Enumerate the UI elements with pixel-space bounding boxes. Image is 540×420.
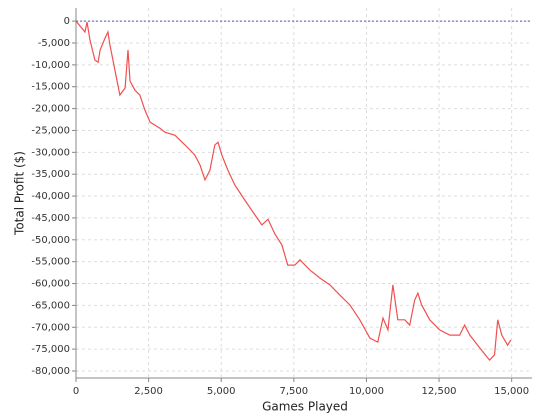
x-tick-label: 5,000 <box>207 386 236 397</box>
x-axis-title: Games Played <box>262 400 348 414</box>
x-tick-label: 10,000 <box>349 386 384 397</box>
y-tick-label: -80,000 <box>31 366 70 377</box>
y-tick-label: -10,000 <box>31 60 70 71</box>
y-tick-label: -45,000 <box>31 213 70 224</box>
y-axis-title: Total Profit ($) <box>13 151 27 236</box>
x-tick-label: 2,500 <box>134 386 163 397</box>
y-tick-label: -65,000 <box>31 300 70 311</box>
y-tick-label: -20,000 <box>31 104 70 115</box>
plot-area <box>76 8 532 378</box>
x-tick-label: 7,500 <box>280 386 309 397</box>
y-tick-label: -55,000 <box>31 257 70 268</box>
y-tick-label: -35,000 <box>31 169 70 180</box>
x-tick-label: 12,500 <box>422 386 457 397</box>
y-tick-label: -5,000 <box>38 38 70 49</box>
y-tick-label: -70,000 <box>31 322 70 333</box>
y-tick-label: 0 <box>64 16 70 27</box>
profit-line <box>75 20 512 361</box>
y-tick-label: -15,000 <box>31 82 70 93</box>
y-tick-label: -25,000 <box>31 125 70 136</box>
y-tick-label: -75,000 <box>31 344 70 355</box>
y-tick-label: -60,000 <box>31 279 70 290</box>
x-tick-label: 15,000 <box>494 386 529 397</box>
y-tick-label: -50,000 <box>31 235 70 246</box>
y-tick-label: -30,000 <box>31 147 70 158</box>
x-tick-label: 0 <box>73 386 79 397</box>
y-tick-label: -40,000 <box>31 191 70 202</box>
